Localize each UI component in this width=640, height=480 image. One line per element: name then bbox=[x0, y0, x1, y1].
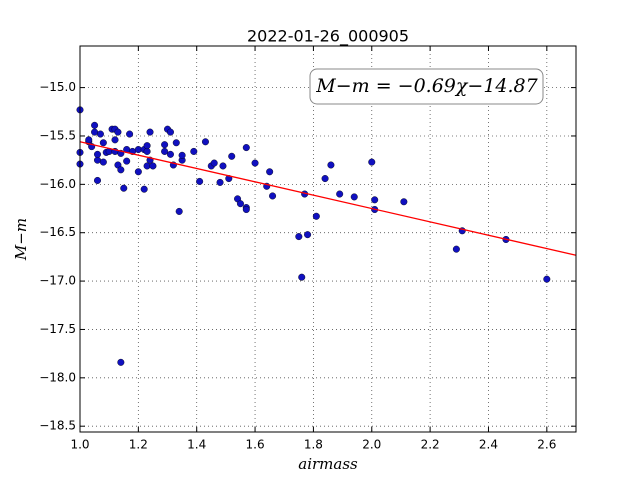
x-axis-label: airmass bbox=[298, 455, 358, 473]
data-point bbox=[143, 142, 151, 150]
data-point bbox=[327, 161, 335, 169]
plot-frame bbox=[79, 45, 577, 433]
x-tick-label: 2.2 bbox=[421, 438, 440, 452]
data-point bbox=[111, 136, 119, 144]
y-tick-label: −17.5 bbox=[39, 322, 76, 336]
annotation-box bbox=[309, 68, 544, 105]
data-point bbox=[304, 231, 312, 239]
x-tick-label: 1.2 bbox=[129, 438, 148, 452]
data-point bbox=[298, 273, 306, 281]
data-point bbox=[216, 178, 224, 186]
y-tick-label: −16.5 bbox=[39, 225, 76, 239]
data-point bbox=[126, 130, 134, 138]
data-point bbox=[201, 138, 209, 146]
data-point bbox=[94, 176, 102, 184]
data-point bbox=[190, 147, 198, 155]
data-point bbox=[117, 166, 125, 174]
y-tick-label: −16.0 bbox=[39, 177, 76, 191]
x-tick-label: 1.4 bbox=[187, 438, 206, 452]
data-point bbox=[99, 158, 107, 166]
data-point bbox=[149, 162, 157, 170]
data-point bbox=[175, 207, 183, 215]
data-point bbox=[295, 233, 303, 241]
data-point bbox=[242, 144, 250, 152]
data-point bbox=[452, 245, 460, 253]
x-tick-label: 2.6 bbox=[537, 438, 556, 452]
data-point bbox=[96, 130, 104, 138]
y-axis-label: M−m bbox=[12, 218, 30, 261]
data-point bbox=[94, 150, 102, 158]
data-point bbox=[219, 162, 227, 170]
data-point bbox=[85, 136, 93, 144]
x-tick-label: 2.0 bbox=[362, 438, 381, 452]
data-point bbox=[266, 168, 274, 176]
data-point bbox=[91, 128, 99, 136]
data-point bbox=[228, 152, 236, 160]
y-tick-label: −17.0 bbox=[39, 274, 76, 288]
data-point bbox=[161, 147, 169, 155]
data-point bbox=[400, 198, 408, 206]
x-tick-label: 1.0 bbox=[70, 438, 89, 452]
data-point bbox=[166, 128, 174, 136]
fit-line bbox=[79, 141, 577, 256]
y-tick-label: −15.5 bbox=[39, 128, 76, 142]
data-point bbox=[242, 205, 250, 213]
data-point bbox=[269, 192, 277, 200]
data-point bbox=[117, 358, 125, 366]
data-point bbox=[321, 175, 329, 183]
y-tick-label: −18.5 bbox=[39, 419, 76, 433]
data-point bbox=[146, 128, 154, 136]
data-point bbox=[134, 168, 142, 176]
data-point bbox=[99, 139, 107, 147]
data-point bbox=[371, 196, 379, 204]
data-point bbox=[140, 185, 148, 193]
data-point bbox=[251, 159, 259, 167]
data-point bbox=[210, 159, 218, 167]
data-point bbox=[312, 212, 320, 220]
y-tick-label: −15.0 bbox=[39, 80, 76, 94]
data-point bbox=[178, 151, 186, 159]
x-tick-label: 2.4 bbox=[479, 438, 498, 452]
data-point bbox=[134, 146, 142, 154]
data-point bbox=[114, 128, 122, 136]
annotation: M−m = −0.69χ−14.87 bbox=[315, 75, 538, 97]
data-point bbox=[120, 184, 128, 192]
data-point bbox=[91, 121, 99, 129]
data-point bbox=[368, 158, 376, 166]
data-point bbox=[143, 162, 151, 170]
data-point bbox=[336, 190, 344, 198]
data-point bbox=[236, 200, 244, 208]
data-point bbox=[172, 139, 180, 147]
data-point bbox=[161, 141, 169, 149]
x-tick-label: 1.6 bbox=[246, 438, 265, 452]
data-point bbox=[166, 150, 174, 158]
chart-title: 2022-01-26_000905 bbox=[247, 27, 409, 47]
data-point bbox=[123, 157, 131, 165]
data-point bbox=[196, 177, 204, 185]
data-point bbox=[350, 193, 358, 201]
y-tick-label: −18.0 bbox=[39, 370, 76, 384]
data-point bbox=[543, 275, 551, 283]
x-tick-label: 1.8 bbox=[304, 438, 323, 452]
